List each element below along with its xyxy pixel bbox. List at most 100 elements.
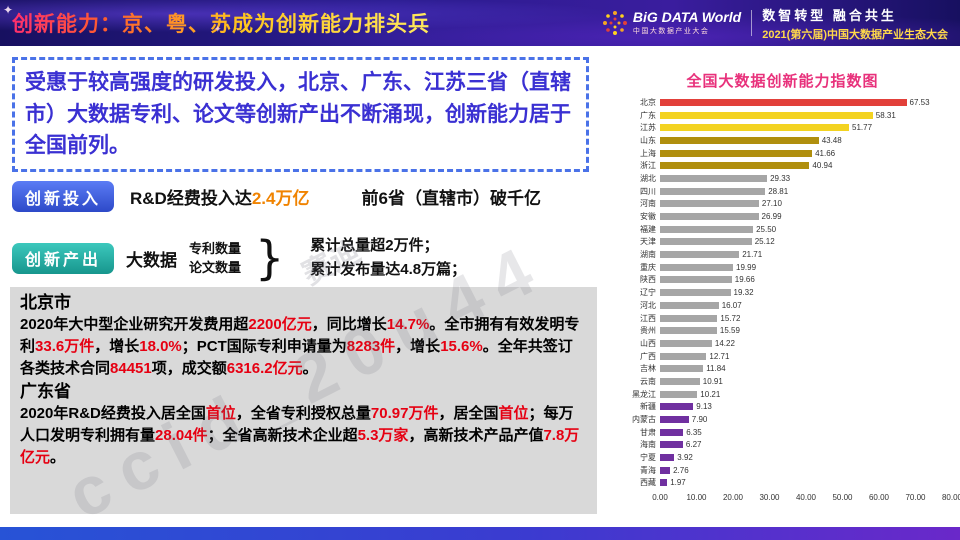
chart-category-label: 陕西 (640, 275, 656, 285)
chart-category-label: 甘肃 (640, 427, 656, 437)
chart-category-label: 重庆 (640, 262, 656, 272)
chart-row: 内蒙古 7.90 (610, 413, 955, 426)
slogan-block: 数智转型 融合共生 2021(第六届)中国大数据产业生态大会 (762, 5, 948, 42)
innovation-output-badge: 创新产出 (12, 242, 114, 274)
chart-value-label: 14.22 (714, 338, 735, 348)
chart-row: 北京 67.53 (610, 96, 955, 109)
chart-axis-tick: 70.00 (905, 493, 926, 503)
chart-row: 新疆 9.13 (610, 401, 955, 414)
chart-bar (660, 301, 719, 309)
chart-value-label: 15.59 (719, 326, 740, 336)
chart-value-label: 1.97 (670, 478, 686, 488)
slogan-text: 数智转型 融合共生 (762, 7, 897, 23)
chart-value-label: 10.91 (702, 376, 723, 386)
chart-category-label: 江西 (640, 313, 656, 323)
chart-row: 河北 16.07 (610, 299, 955, 312)
chart-row: 江西 15.72 (610, 312, 955, 325)
bigdata-label: 大数据 (126, 250, 177, 270)
chart-axis-tick: 60.00 (868, 493, 890, 503)
chart-category-label: 吉林 (640, 364, 656, 374)
chart-category-label: 河北 (640, 300, 656, 310)
chart-row: 重庆 19.99 (610, 261, 955, 274)
chart-bar (660, 238, 752, 246)
chart-row: 天津 25.12 (610, 236, 955, 249)
chart-bar (660, 403, 694, 411)
chart-row: 山东 43.48 (610, 134, 955, 147)
chart-bar (660, 479, 668, 487)
chart-value-label: 26.99 (761, 212, 782, 222)
chart-bar (660, 213, 759, 221)
chart-bar (660, 225, 754, 233)
chart-row: 贵州 15.59 (610, 324, 955, 337)
chart-row: 山西 14.22 (610, 337, 955, 350)
chart-value-label: 19.32 (733, 288, 754, 298)
chart-category-label: 黑龙江 (632, 389, 656, 399)
chart-value-label: 58.31 (875, 110, 896, 120)
chart-bar (660, 339, 712, 347)
chart-axis-tick: 0.00 (652, 493, 668, 503)
chart-category-label: 辽宁 (640, 288, 656, 298)
chart-row: 安徽 26.99 (610, 210, 955, 223)
chart-category-label: 山西 (640, 338, 656, 348)
chart-category-label: 四川 (640, 186, 656, 196)
chart-category-label: 广西 (640, 351, 656, 361)
chart-row: 广西 12.71 (610, 350, 955, 363)
footer-bar (0, 527, 960, 540)
chart-bar (660, 124, 849, 132)
chart-category-label: 安徽 (640, 212, 656, 222)
chart-category-label: 北京 (640, 97, 656, 107)
beijing-detail-text: 2020年大中型企业研究开发费用超2200亿元，同比增长14.7%。全市拥有有效… (20, 316, 580, 378)
chart-row: 湖南 21.71 (610, 248, 955, 261)
chart-value-label: 21.71 (742, 250, 763, 260)
bigdata-globe-icon (602, 11, 627, 35)
header-right: BiG DATA World 中国大数据产业大会 数智转型 融合共生 2021(… (602, 5, 948, 42)
brand-subtitle: 中国大数据产业大会 (632, 27, 710, 35)
chart-category-label: 宁夏 (640, 453, 656, 463)
chart-bar (660, 174, 768, 182)
chart-category-label: 湖南 (640, 250, 656, 260)
chart-row: 甘肃 6.35 (610, 426, 955, 439)
chart-row: 河南 27.10 (610, 198, 955, 211)
chart-row: 上海 41.66 (610, 147, 955, 160)
output-results: 累计总量超2万件； 累计发布量达4.8万篇； (310, 234, 466, 282)
chart-bar (660, 327, 717, 335)
chart-row: 云南 10.91 (610, 375, 955, 388)
chart-bar (660, 454, 675, 462)
guangdong-title: 广东省 (20, 382, 71, 402)
chart-bar (660, 187, 766, 195)
chart-value-label: 43.48 (821, 135, 842, 145)
chart-category-label: 上海 (640, 148, 656, 158)
output-item-papers: 论文数量 (189, 260, 242, 275)
chart-row: 西藏 1.97 (610, 477, 955, 490)
chart-value-label: 25.12 (754, 237, 775, 247)
chart-bar (660, 162, 810, 170)
chart-value-label: 6.27 (685, 440, 702, 450)
chart-bar (660, 200, 759, 208)
chart-bar (660, 149, 813, 157)
chart-value-label: 29.33 (770, 173, 791, 183)
beijing-title: 北京市 (20, 293, 71, 312)
chart-value-label: 40.94 (812, 161, 833, 171)
summary-text: 受惠于较高强度的研发投入，北京、广东、江苏三省（直辖市）大数据专利、论文等创新产… (25, 71, 571, 157)
output-result-published: 累计发布量达4.8万篇； (310, 261, 467, 278)
chart-bar (660, 276, 732, 284)
innovation-output-row: 创新产出 大数据 专利数量 论文数量 } 累计总量超2万件； 累计发布量达4.8… (12, 234, 466, 282)
chart-category-label: 贵州 (640, 326, 656, 336)
detail-box: 北京市 2020年大中型企业研究开发费用超2200亿元，同比增长14.7%。全市… (10, 287, 597, 514)
chart-row: 广东 58.31 (610, 109, 955, 122)
chart-category-label: 广东 (640, 110, 656, 120)
logo-text: BiG DATA World 中国大数据产业大会 (632, 9, 741, 35)
investment-statement: R&D经费投入达2.4万亿 (130, 189, 310, 208)
chart-rows: 北京 67.53 广东 58.31 江苏 51.77 山东 43.48 上海 41.66 浙江 40.… (610, 96, 955, 489)
chart-value-label: 10.21 (700, 389, 721, 399)
chart-bar (660, 263, 733, 271)
chart-axis-tick: 50.00 (832, 493, 853, 503)
chart-value-label: 12.71 (709, 351, 730, 361)
chart-bar (660, 314, 718, 322)
chart-bar (660, 377, 700, 385)
header-bar: ✦ ✦ 创新能力：京、粤、苏成为创新能力排头兵 (0, 0, 960, 46)
chart-bar (660, 390, 698, 398)
innovation-investment-row: 创新投入 R&D经费投入达2.4万亿 前6省（直辖市）破千亿 (12, 181, 541, 212)
chart-category-label: 云南 (640, 376, 656, 386)
chart-value-label: 27.10 (761, 199, 782, 209)
